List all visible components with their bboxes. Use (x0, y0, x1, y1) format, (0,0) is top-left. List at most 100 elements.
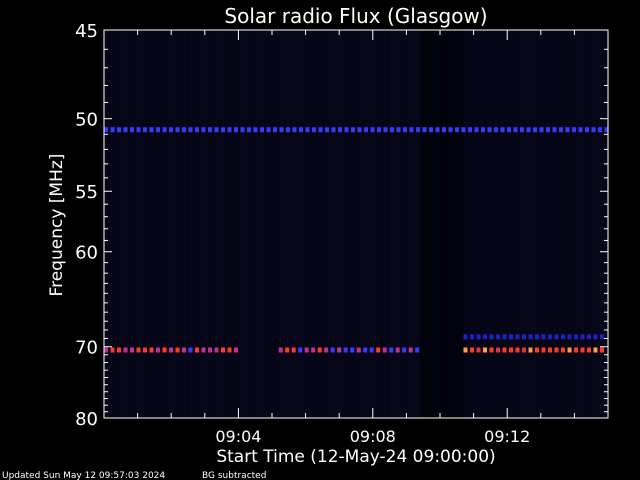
background-streak (223, 30, 225, 418)
background-streak (388, 30, 389, 418)
band-segment (149, 347, 154, 353)
band-segment (317, 347, 322, 353)
background-streak (181, 30, 183, 418)
background-streak (301, 30, 303, 418)
band-segment (110, 127, 115, 133)
background-streak (547, 30, 549, 418)
background-streak (379, 30, 381, 418)
band-segment (214, 127, 219, 133)
background-streak (400, 30, 402, 418)
x-tick-label: 09:08 (350, 427, 396, 446)
band-segment (227, 127, 232, 133)
band-segment (311, 347, 316, 353)
background-streak (535, 30, 537, 418)
band-segment (390, 127, 394, 133)
band-segment (350, 347, 355, 353)
band-segment (351, 127, 355, 133)
band-segment (208, 127, 212, 133)
background-streak (268, 30, 270, 418)
band-segment (416, 127, 420, 133)
background-streak (205, 30, 207, 418)
background-streak (151, 30, 153, 418)
background-streak (256, 30, 258, 418)
band-segment (448, 127, 453, 133)
background-streak (310, 30, 312, 418)
y-tick-label: 45 (75, 21, 98, 42)
background-streak (508, 30, 510, 418)
band-segment (487, 127, 492, 133)
background-streak (145, 30, 146, 418)
background-streak (484, 30, 486, 418)
background-streak (364, 30, 366, 418)
band-segment (331, 127, 336, 133)
background-streak (184, 30, 186, 418)
band-segment (559, 127, 563, 133)
plot-frame (103, 29, 609, 419)
background-streak (193, 30, 195, 418)
band-segment (389, 347, 394, 353)
background-streak (403, 30, 405, 418)
band-segment (149, 127, 154, 133)
band-segment (312, 127, 316, 133)
background-streak (394, 30, 396, 418)
background-streak (505, 30, 506, 418)
band-segment (598, 127, 602, 133)
background-streak (214, 30, 216, 418)
background-streak (586, 30, 588, 418)
background-streak (322, 30, 324, 418)
background-streak (313, 30, 315, 418)
background-streak (529, 30, 531, 418)
background-streak (346, 30, 348, 418)
band-segment (195, 347, 199, 353)
background-streak (295, 30, 297, 418)
background-streak (235, 30, 237, 418)
band-segment (324, 347, 329, 353)
band-segment (535, 334, 539, 340)
updated-timestamp: Updated Sun May 12 09:57:03 2024 (2, 471, 165, 480)
background-streak (211, 30, 213, 418)
band-segment (221, 127, 225, 133)
x-tick-label: 09:04 (215, 427, 261, 446)
band-segment (474, 127, 479, 133)
y-axis-label: Frequency [MHz] (47, 154, 67, 297)
band-segment (136, 127, 141, 133)
background-streak (217, 30, 219, 418)
background-streak (202, 30, 204, 418)
band-segment (463, 347, 468, 353)
background-streak (598, 30, 600, 418)
background-streak (163, 30, 165, 418)
band-segment (429, 127, 433, 133)
background-streak (109, 30, 111, 418)
background-streak (304, 30, 306, 418)
y-tick-label: 80 (75, 409, 98, 430)
band-segment (548, 334, 552, 340)
band-segment (468, 127, 472, 133)
band-segment (123, 347, 128, 353)
band-segment (435, 127, 440, 133)
band-segment (604, 127, 609, 133)
background-streak (115, 30, 117, 418)
background-streak (583, 30, 585, 418)
background-streak (157, 30, 159, 418)
band-segment (455, 127, 459, 133)
band-segment (273, 127, 277, 133)
band-segment (403, 127, 407, 133)
background-streak (385, 30, 387, 418)
background-streak (373, 30, 375, 418)
background-streak (232, 30, 233, 418)
background-streak (169, 30, 170, 418)
background-streak (124, 30, 125, 418)
background-streak (466, 30, 468, 418)
band-segment (539, 127, 544, 133)
background-streak (187, 30, 189, 418)
band-segment (234, 127, 238, 133)
band-segment (337, 347, 342, 353)
background-streak (517, 30, 519, 418)
background-streak (367, 30, 369, 418)
band-segment (123, 127, 128, 133)
background-streak (601, 30, 603, 418)
band-segment (561, 347, 565, 353)
background-streak (298, 30, 300, 418)
background-streak (136, 30, 138, 418)
background-streak (238, 30, 240, 418)
